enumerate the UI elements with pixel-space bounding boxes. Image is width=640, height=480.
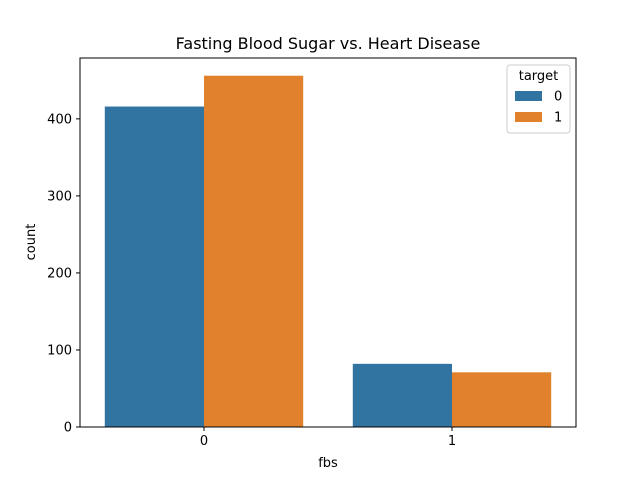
bars [104, 75, 552, 428]
y-tick-label: 200 [47, 266, 72, 281]
y-tick-label: 100 [47, 343, 72, 358]
chart-title: Fasting Blood Sugar vs. Heart Disease [176, 34, 481, 53]
plot-frame [79, 57, 577, 428]
x-tick-label: 1 [448, 434, 456, 449]
bar-fbs-1-target-0 [352, 363, 452, 427]
x-axis-label: fbs [318, 456, 338, 471]
y-axis: 0 100 200 300 400 [47, 112, 80, 436]
y-tick-label: 300 [47, 189, 72, 204]
legend-label-1: 1 [554, 111, 562, 126]
legend-title: target [519, 69, 559, 84]
bar-fbs-1-target-1 [452, 372, 552, 427]
bar-fbs-0-target-0 [104, 106, 204, 428]
legend-entries: 01 [515, 90, 562, 126]
y-tick-label: 400 [47, 112, 72, 127]
legend: target 01 [506, 64, 571, 134]
y-axis-label: count [24, 224, 39, 261]
y-tick-label: 0 [64, 421, 72, 436]
x-tick-label: 0 [200, 434, 208, 449]
legend-swatch-1 [515, 112, 542, 122]
bar-fbs-0-target-1 [204, 75, 304, 427]
legend-label-0: 0 [554, 90, 562, 105]
legend-swatch-0 [515, 91, 542, 101]
